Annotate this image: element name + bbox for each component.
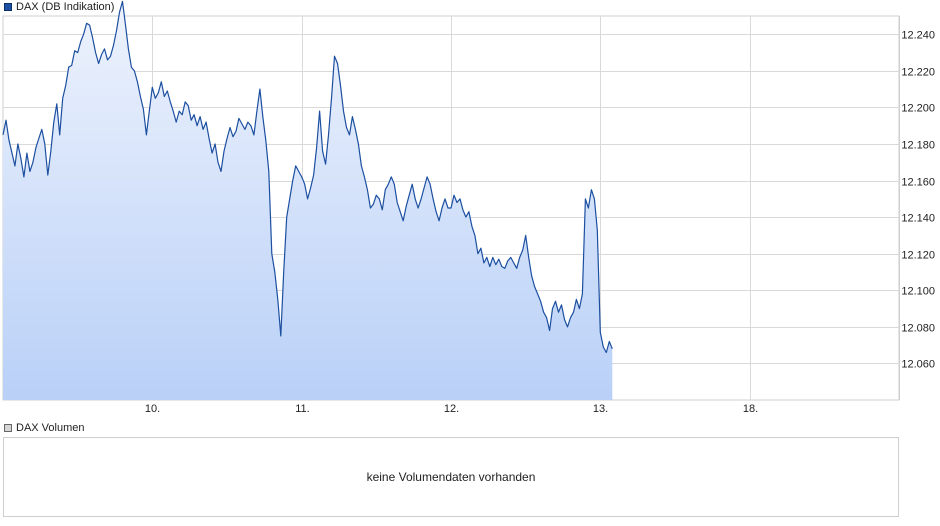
y-tick-label: 12.240 (901, 30, 935, 42)
volume-legend-label: DAX Volumen (16, 422, 85, 434)
x-tick-label: 10. (145, 403, 160, 415)
volume-legend: DAX Volumen (4, 421, 84, 435)
y-tick-label: 12.180 (901, 140, 935, 152)
price-line (2, 0, 613, 354)
x-tick-label: 13. (593, 403, 608, 415)
volume-panel: keine Volumendaten vorhanden (3, 437, 899, 517)
price-chart: 12.06012.08012.10012.12012.14012.16012.1… (2, 0, 935, 415)
volume-empty-message: keine Volumendaten vorhanden (366, 470, 536, 484)
y-tick-label: 12.220 (901, 67, 935, 79)
y-tick-label: 12.140 (901, 213, 935, 225)
price-legend-label: DAX (DB Indikation) (16, 1, 115, 13)
y-tick-label: 12.080 (901, 323, 935, 335)
x-tick-label: 11. (295, 403, 309, 415)
y-tick-label: 12.100 (901, 286, 935, 298)
x-tick-label: 18. (743, 403, 758, 415)
volume-legend-swatch (4, 424, 12, 432)
y-tick-label: 12.200 (901, 103, 935, 115)
x-tick-label: 12. (444, 403, 459, 415)
y-tick-label: 12.120 (901, 250, 935, 262)
y-tick-label: 12.160 (901, 177, 935, 189)
price-area (3, 1, 613, 401)
price-legend-swatch (4, 3, 12, 11)
price-legend: DAX (DB Indikation) (4, 0, 114, 14)
y-tick-label: 12.060 (901, 359, 935, 371)
